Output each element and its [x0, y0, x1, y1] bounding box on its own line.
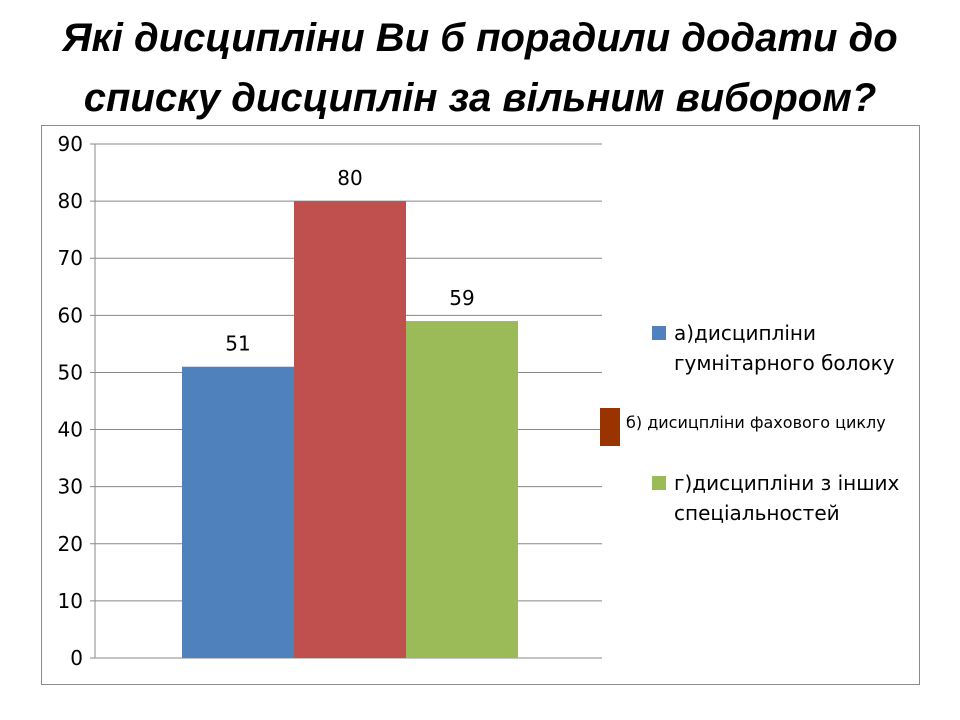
- legend-item-b: б) дисицпліни фахового циклу: [600, 408, 886, 446]
- legend-label-c: г)дисципліни з інших спеціальностей: [674, 471, 900, 525]
- y-tick-label: 30: [58, 475, 83, 499]
- y-tick-label: 80: [58, 189, 83, 213]
- data-label-0: 51: [225, 332, 250, 356]
- y-tick-label: 70: [58, 246, 83, 270]
- y-axis: 0 10 20 30 40 50 60 70 80 90: [58, 132, 96, 670]
- bar-1: [294, 201, 406, 658]
- y-tick-label: 10: [58, 589, 83, 613]
- legend-swatch-b: [600, 408, 620, 446]
- y-tick-label: 0: [70, 646, 83, 670]
- y-tick-label: 50: [58, 360, 83, 384]
- data-labels: 51 80 59: [225, 166, 474, 356]
- legend-label-a: а)дисципліни гумнітарного болоку: [674, 321, 895, 375]
- bars: [182, 201, 518, 658]
- legend-swatch-c: [652, 476, 666, 490]
- y-tick-label: 20: [58, 532, 83, 556]
- legend-item-c: г)дисципліни з інших спеціальностей: [600, 468, 914, 528]
- legend-item-a: а)дисципліни гумнітарного болоку: [600, 318, 904, 378]
- legend-label-b: б) дисицпліни фахового циклу: [626, 413, 886, 432]
- bar-0: [182, 366, 294, 658]
- y-tick-label: 40: [58, 418, 83, 442]
- bar-2: [406, 321, 518, 658]
- data-label-2: 59: [449, 286, 474, 310]
- y-tick-label: 60: [58, 303, 83, 327]
- legend-swatch-a: [652, 326, 666, 340]
- data-label-1: 80: [337, 166, 362, 190]
- y-tick-label: 90: [58, 132, 83, 156]
- slide-title: Які дисципліни Ви б порадили додати до с…: [62, 16, 898, 120]
